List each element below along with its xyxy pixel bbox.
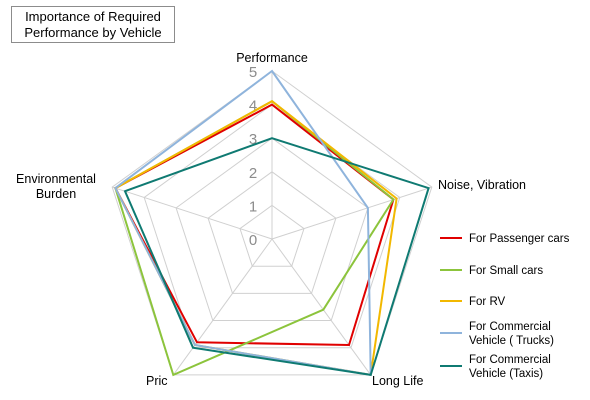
legend-label-1: For Small cars (469, 265, 543, 277)
axis-label-4-line-1: Burden (36, 187, 76, 201)
radar-spokes (112, 71, 432, 376)
grid-ring-4 (143, 103, 401, 349)
grid-ring-5 (111, 70, 433, 376)
spoke-3 (172, 238, 273, 376)
tick-label-5: 5 (249, 64, 257, 81)
chart-title-line-2: Performance by Vehicle (24, 25, 162, 40)
legend-label-3: For Commercial Vehicle ( Trucks) (469, 321, 554, 347)
tick-label-4: 4 (249, 98, 257, 115)
chart-title-line-1: Importance of Required (25, 9, 161, 24)
legend-label-3-line-0: For Commercial (469, 321, 551, 333)
axis-label-0-line-0: Performance (236, 51, 308, 65)
legend-label-1-line-0: For Small cars (469, 265, 543, 277)
radar-grid (111, 70, 433, 376)
series-line-4 (123, 137, 430, 377)
legend-label-2-line-0: For RV (469, 296, 506, 308)
legend-label-0: For Passenger cars (469, 233, 570, 245)
axis-label-3-line-0: Pric (146, 374, 168, 388)
axis-label-4-line-0: Environmental (16, 172, 96, 186)
tick-label-2: 2 (249, 165, 257, 182)
axis-label-4: Environmental Burden (16, 172, 96, 201)
series-line-3 (114, 69, 372, 377)
axis-label-1-line-0: Noise, Vibration (438, 178, 526, 192)
legend-label-4-line-1: Vehicle (Taxis) (469, 368, 543, 380)
axis-label-0: Performance (236, 51, 308, 65)
legend-label-3-line-1: Vehicle ( Trucks) (469, 335, 554, 347)
spoke-2 (271, 238, 372, 376)
chart-title: Importance of Required Performance by Ve… (11, 6, 175, 43)
legend-label-4: For Commercial Vehicle (Taxis) (469, 354, 551, 380)
tick-label-3: 3 (249, 131, 257, 148)
tick-label-0: 0 (249, 232, 257, 249)
legend-label-2: For RV (469, 296, 506, 308)
grid-ring-1 (239, 204, 305, 267)
spoke-1 (271, 186, 432, 240)
axis-label-1: Noise, Vibration (438, 178, 526, 192)
axis-label-3: Pric (146, 374, 168, 388)
grid-ring-3 (175, 137, 369, 321)
tick-label-1: 1 (249, 198, 257, 215)
axis-label-2-line-0: Long Life (372, 374, 423, 388)
legend-label-4-line-0: For Commercial (469, 354, 551, 366)
grid-ring-2 (207, 171, 337, 294)
spoke-4 (112, 186, 273, 240)
legend-label-0-line-0: For Passenger cars (469, 233, 570, 245)
axis-label-2: Long Life (372, 374, 423, 388)
